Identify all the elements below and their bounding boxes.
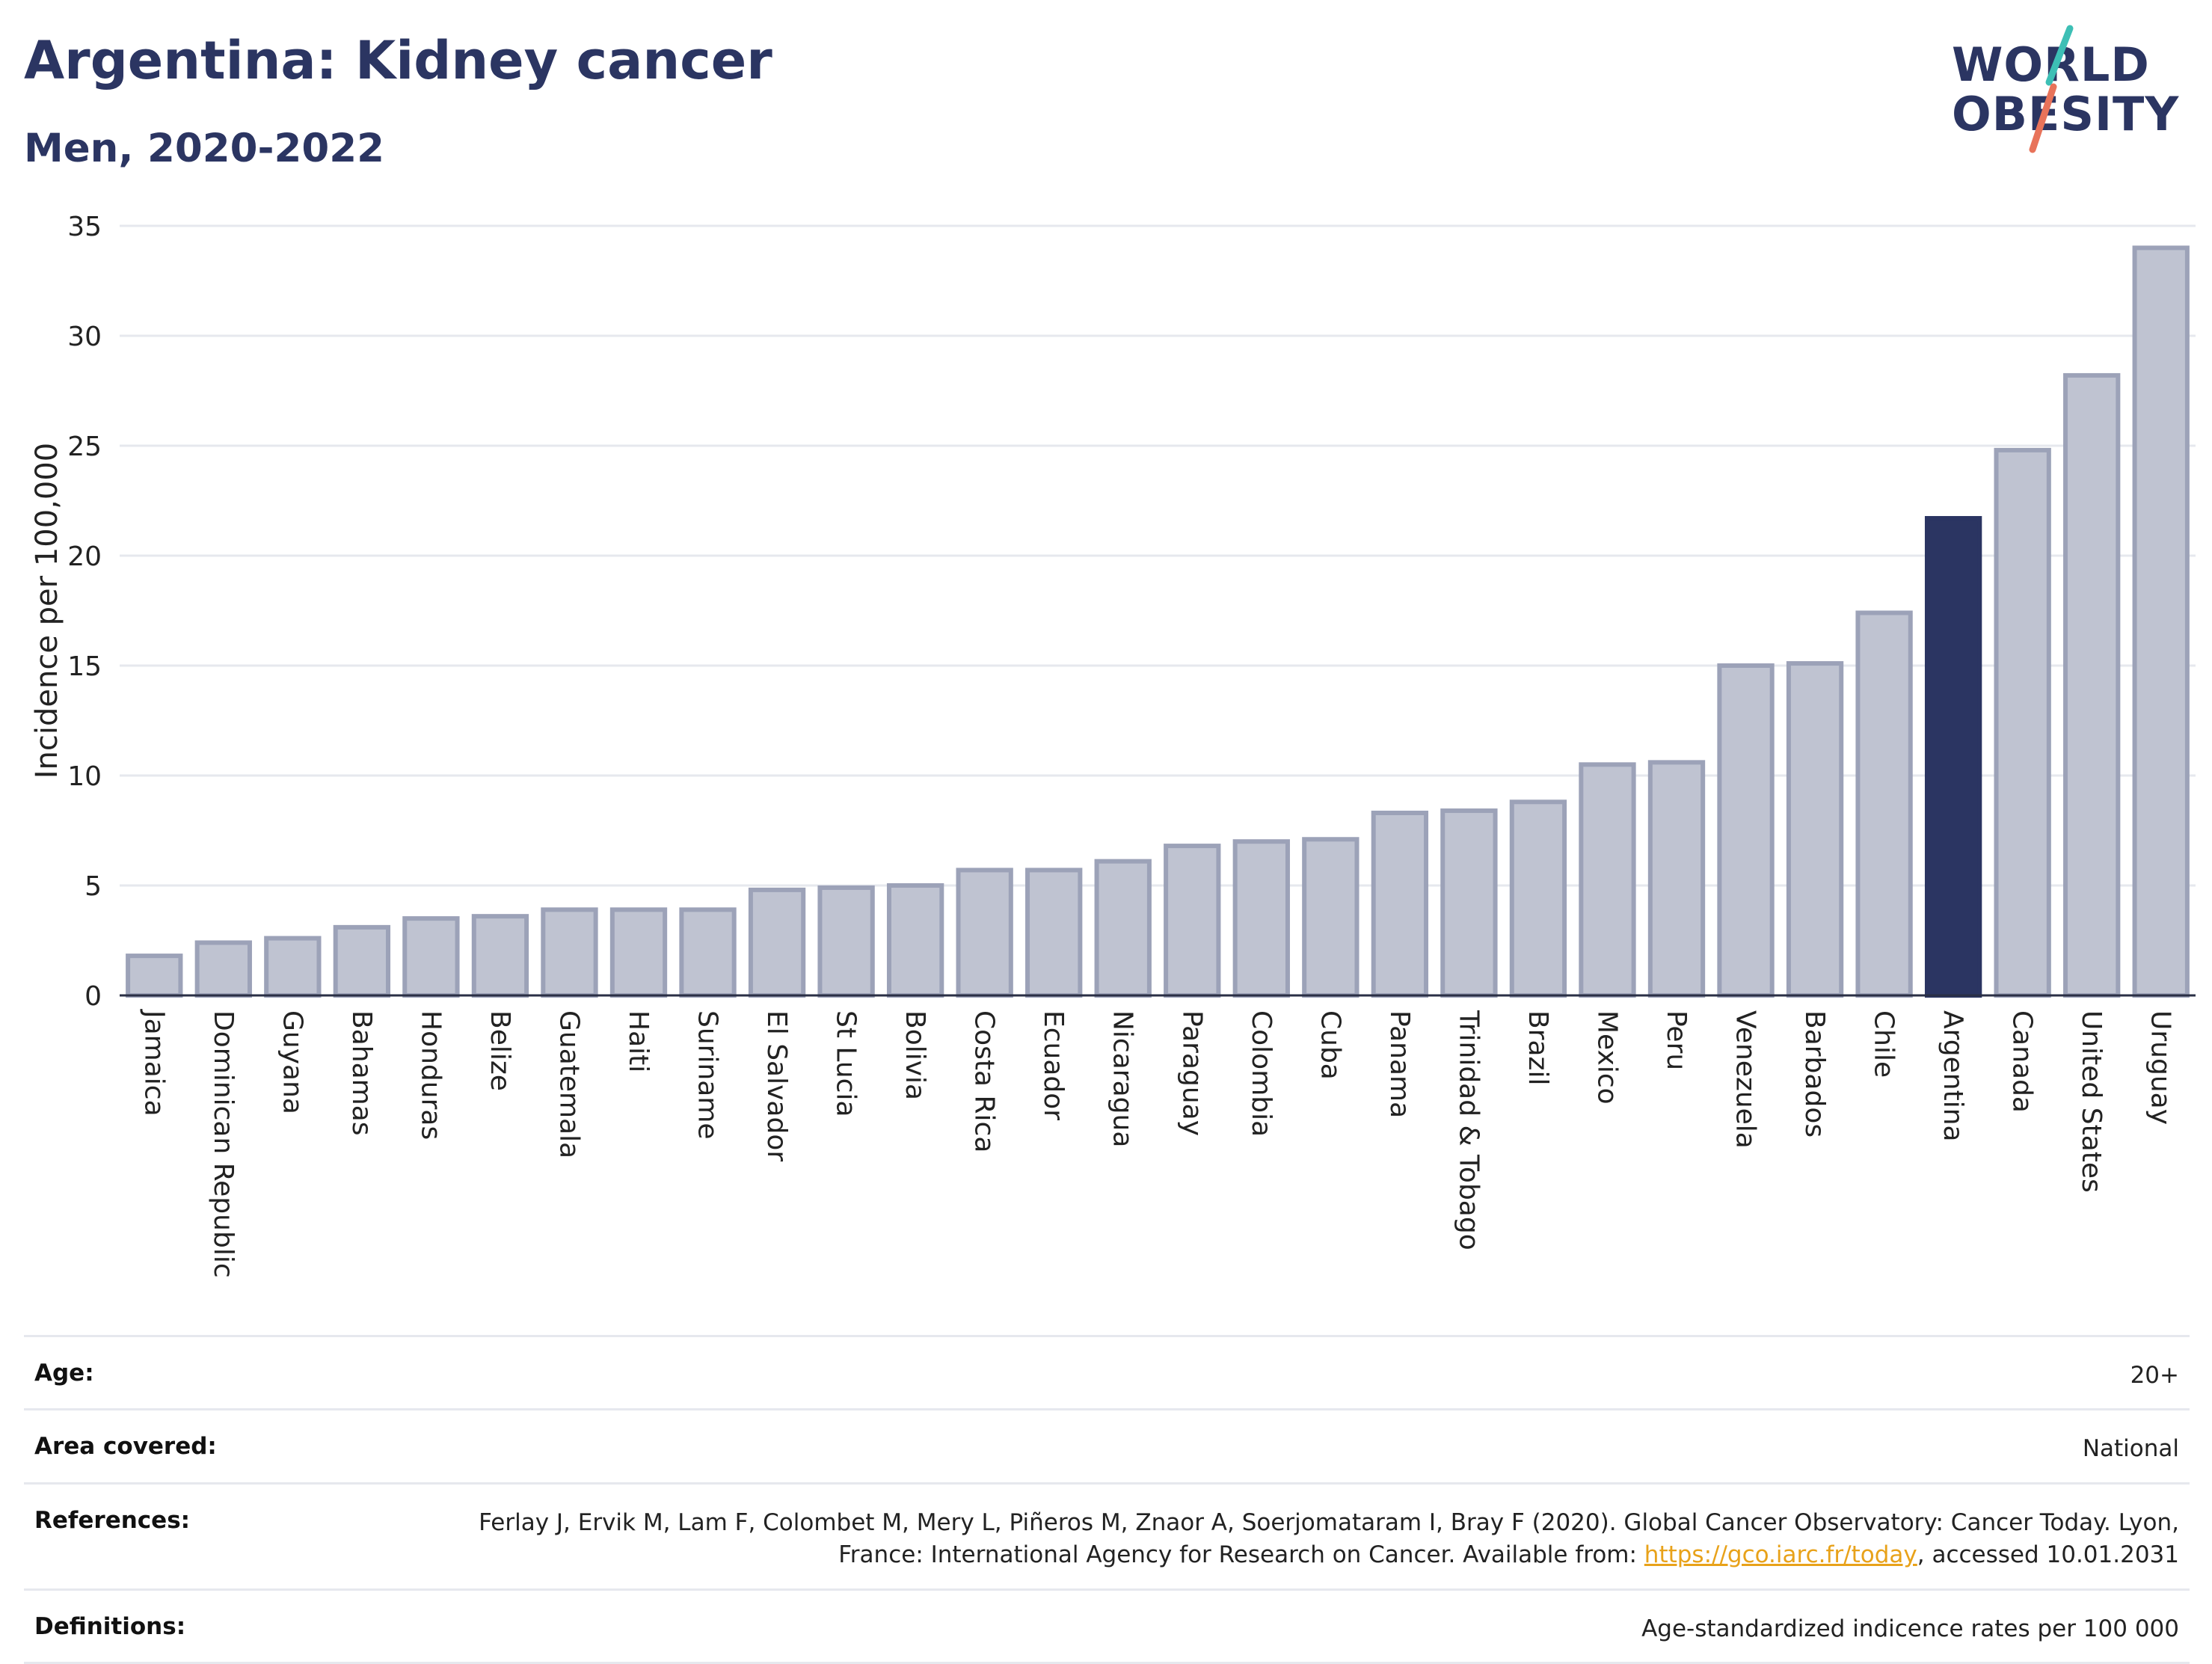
bar-united-states [2063, 372, 2121, 998]
bar-guyana [264, 936, 322, 998]
x-tick-label: Brazil [1523, 1010, 1553, 1085]
y-tick-label: 20 [67, 541, 102, 572]
references-link[interactable]: https://gco.iarc.fr/today [1644, 1541, 1917, 1569]
bar-canada [1994, 447, 2051, 998]
bar-honduras [402, 916, 460, 998]
logo-slash-icon [2029, 25, 2074, 153]
bar-belize [471, 914, 529, 998]
bars [126, 245, 2190, 998]
logo-text-obesity: OBESITY [1952, 87, 2180, 141]
bar-chart: 0 5 10 15 20 25 30 35 Jamaica Dominican Republic… [30, 212, 2196, 1278]
x-tick-label: Suriname [692, 1010, 723, 1140]
bar-mexico [1579, 762, 1636, 998]
meta-row-definitions: Definitions: Age-standardized indicence … [24, 1588, 2190, 1664]
y-axis-label: Incidence per 100,000 [30, 443, 64, 779]
bar-uruguay [2132, 245, 2190, 998]
x-tick-label: Haiti [623, 1010, 654, 1072]
x-tick-label: United States [2076, 1010, 2107, 1193]
definitions-value: Age-standardized indicence rates per 100… [1641, 1615, 2179, 1642]
x-tick-label: Dominican Republic [208, 1010, 239, 1278]
bar-brazil [1509, 799, 1567, 998]
x-tick-label: Mexico [1591, 1010, 1622, 1105]
bar-ecuador [1025, 868, 1083, 998]
bar-haiti [609, 907, 668, 998]
x-tick-label: Panama [1384, 1010, 1415, 1118]
x-tick-label: Canada [2007, 1010, 2038, 1113]
references-label: References: [34, 1506, 191, 1534]
bar-trinidad-tobago [1440, 808, 1498, 998]
x-tick-label: Bahamas [346, 1010, 377, 1136]
meta-row-age: Age: 20+ [24, 1335, 2190, 1408]
y-tick-label: 25 [67, 432, 102, 462]
y-tick-label: 5 [85, 871, 102, 902]
x-tick-label: Venezuela [1730, 1010, 1761, 1149]
y-tick-label: 15 [67, 651, 102, 682]
y-tick-label: 35 [67, 212, 102, 242]
x-tick-label: Trinidad & Tobago [1453, 1010, 1484, 1250]
bar-cuba [1302, 837, 1360, 998]
x-tick-label: Guatemala [553, 1010, 584, 1158]
x-tick-label: Jamaica [138, 1009, 169, 1117]
y-tick-label: 10 [67, 761, 102, 792]
bar-guatemala [541, 907, 598, 998]
x-tick-label: Peru [1661, 1010, 1692, 1070]
x-tick-label: Cuba [1315, 1010, 1345, 1080]
references-text: Ferlay J, Ervik M, Lam F, Colombet M, Me… [479, 1508, 2179, 1569]
meta-row-references: References: Ferlay J, Ervik M, Lam F, Co… [24, 1482, 2190, 1588]
age-value: 20+ [2130, 1362, 2179, 1389]
bar-jamaica [126, 954, 183, 998]
bar-nicaragua [1094, 859, 1152, 998]
chart-subtitle: Men, 2020-2022 [24, 126, 385, 171]
area-label: Area covered: [34, 1433, 217, 1461]
chart-title: Argentina: Kidney cancer [24, 30, 772, 91]
x-tick-label: Uruguay [2145, 1010, 2176, 1125]
x-tick-label: El Salvador [761, 1010, 792, 1161]
bar-dominican-republic [194, 940, 252, 998]
bar-bolivia [886, 883, 944, 998]
bar-colombia [1232, 839, 1290, 998]
bar-el-salvador [748, 887, 806, 998]
bar-paraguay [1164, 844, 1221, 998]
x-tick-label: Costa Rica [969, 1010, 1000, 1152]
definitions-label: Definitions: [34, 1612, 186, 1640]
x-tick-label: Paraguay [1176, 1010, 1207, 1136]
gridlines [120, 224, 2196, 887]
world-obesity-logo: WORLD OBESITY [1952, 22, 2191, 157]
bar-panama [1371, 810, 1429, 998]
x-tick-label: Bolivia [900, 1010, 930, 1100]
x-tick-label: Guyana [277, 1010, 307, 1114]
age-label: Age: [34, 1360, 94, 1387]
x-tick-label: Barbados [1799, 1010, 1830, 1138]
x-tick-label: Colombia [1246, 1010, 1276, 1137]
y-tick-labels: 0 5 10 15 20 25 30 35 [67, 212, 102, 1012]
x-tick-label: Argentina [1938, 1010, 1968, 1142]
x-tick-labels: Jamaica Dominican Republic Guyana Bahamas Ho… [138, 1009, 2175, 1278]
y-tick-label: 30 [67, 322, 102, 352]
bar-venezuela [1717, 663, 1775, 998]
area-value: National [2082, 1435, 2179, 1463]
metadata-table: Age: 20+ Area covered: National Referenc… [24, 1335, 2190, 1664]
bar-chile [1855, 610, 1913, 998]
x-tick-label: Belize [485, 1010, 515, 1091]
bar-peru [1647, 760, 1706, 998]
references-accessed: , accessed 10.01.2031 [1917, 1541, 2179, 1569]
bar-barbados [1786, 661, 1844, 998]
x-tick-label: Nicaragua [1107, 1010, 1138, 1147]
x-tick-label: St Lucia [831, 1010, 861, 1117]
x-tick-label: Honduras [415, 1010, 446, 1140]
bar-argentina [1924, 516, 1982, 998]
bar-costa-rica [956, 868, 1013, 998]
y-tick-label: 0 [85, 981, 102, 1012]
x-tick-label: Chile [1869, 1010, 1899, 1078]
bar-st-lucia [817, 885, 875, 998]
bar-bahamas [333, 924, 391, 998]
x-tick-label: Ecuador [1038, 1010, 1069, 1120]
meta-row-area: Area covered: National [24, 1408, 2190, 1482]
bar-suriname [679, 907, 737, 998]
references-value: Ferlay J, Ervik M, Lam F, Colombet M, Me… [422, 1507, 2179, 1572]
